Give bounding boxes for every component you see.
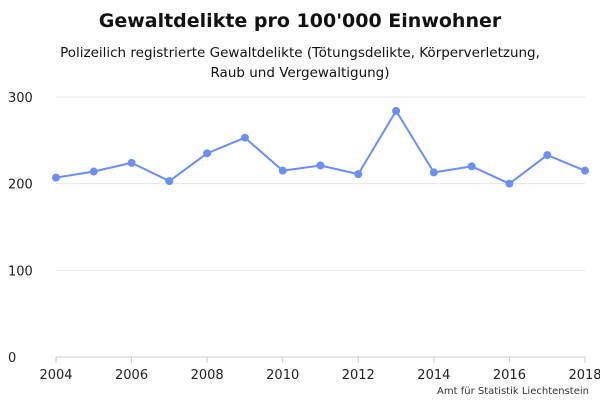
data-point-2010 — [278, 166, 287, 175]
x-tick-label-2018: 2018 — [568, 368, 600, 383]
y-tick-label-0: 0 — [8, 351, 16, 366]
data-point-2017 — [543, 151, 552, 160]
data-point-2006 — [127, 158, 136, 167]
y-tick-label-100: 100 — [8, 264, 33, 279]
series-layer — [55, 109, 586, 185]
data-point-2004 — [52, 173, 60, 182]
chart-subtitle-line-2: Raub und Vergewaltigung) — [210, 65, 389, 81]
series-line-0 — [55, 109, 586, 185]
x-tick-label-2014: 2014 — [417, 368, 450, 383]
chart-subtitle-line-1: Polizeilich registrierte Gewaltdelikte (… — [60, 45, 540, 61]
x-tick-label-2008: 2008 — [191, 368, 224, 383]
data-point-2014 — [429, 168, 438, 177]
data-point-2013 — [392, 106, 401, 115]
x-tick-label-2016: 2016 — [493, 368, 526, 383]
point-layer — [52, 106, 589, 188]
x-tick-label-2004: 2004 — [39, 368, 72, 383]
data-point-2011 — [316, 161, 325, 170]
x-tick-label-2010: 2010 — [266, 368, 299, 383]
grid-layer — [56, 96, 585, 271]
chart-source: Amt für Statistik Liechtenstein — [437, 386, 589, 397]
x-tick-label-2012: 2012 — [342, 368, 375, 383]
data-point-2016 — [505, 179, 514, 188]
chart-title: Gewaltdelikte pro 100'000 Einwohner — [99, 10, 502, 32]
data-point-2012 — [354, 170, 363, 179]
x-tick-label-2006: 2006 — [115, 368, 148, 383]
axis-layer: 0 100 200 300 2004 2006 2008 2010 2012 2014 2016 20… — [8, 91, 600, 383]
data-point-2007 — [165, 177, 174, 186]
data-point-2009 — [240, 133, 249, 142]
data-point-2008 — [203, 149, 212, 158]
data-point-2005 — [89, 167, 98, 176]
data-point-2015 — [467, 162, 476, 171]
y-tick-label-300: 300 — [8, 91, 33, 106]
data-point-2018 — [581, 166, 589, 175]
y-tick-label-200: 200 — [8, 178, 33, 193]
